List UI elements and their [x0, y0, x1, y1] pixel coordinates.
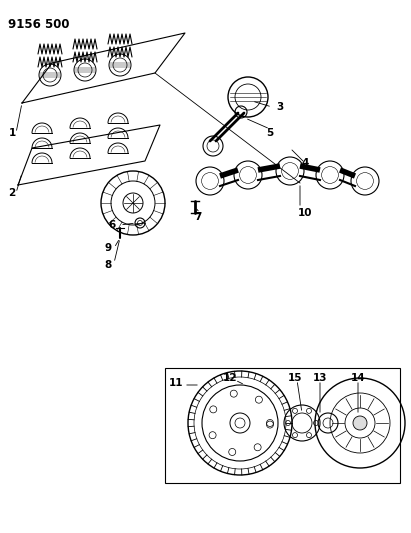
Text: 15: 15	[288, 373, 302, 383]
Bar	[165, 368, 400, 483]
Text: 1: 1	[8, 128, 16, 138]
Text: 4: 4	[301, 158, 309, 168]
Text: 6: 6	[109, 220, 115, 230]
Text: 2: 2	[8, 188, 16, 198]
Text: 3: 3	[276, 102, 284, 112]
Text: 10: 10	[298, 208, 312, 218]
Text: 11: 11	[169, 378, 183, 388]
Text: 9156 500: 9156 500	[8, 18, 69, 31]
Text: 13: 13	[313, 373, 327, 383]
Text: 8: 8	[104, 260, 112, 270]
Text: 9: 9	[104, 243, 111, 253]
Text: 14: 14	[351, 373, 365, 383]
Text: 5: 5	[266, 128, 274, 138]
Text: 7: 7	[194, 212, 202, 222]
Text: 12: 12	[223, 373, 237, 383]
Circle shape	[353, 416, 367, 430]
